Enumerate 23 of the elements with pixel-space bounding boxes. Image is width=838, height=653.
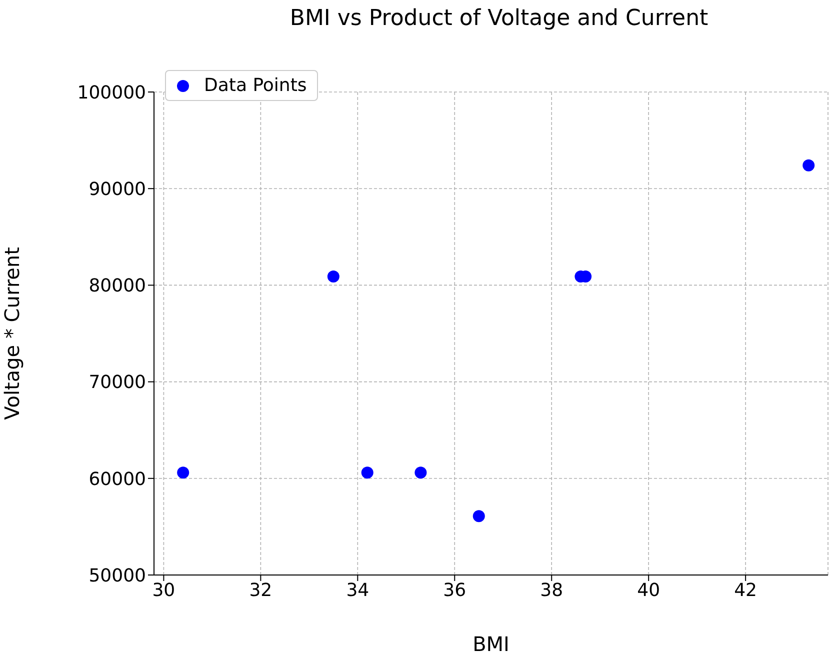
x-tick-label: 42 <box>734 580 758 601</box>
y-tick-label: 90000 <box>88 178 146 200</box>
y-tick-label: 80000 <box>88 276 146 297</box>
point <box>177 466 190 479</box>
x-axis-title: BMI <box>472 632 510 653</box>
x-tick-label: 36 <box>443 580 466 601</box>
legend-label: Data Points <box>204 75 307 96</box>
x-tick-label: 32 <box>249 580 272 601</box>
y-tick-label: 50000 <box>88 565 146 586</box>
point <box>802 159 815 172</box>
point <box>414 466 427 479</box>
point <box>472 510 485 522</box>
chart-title: BMI vs Product of Voltage and Current <box>288 6 710 31</box>
x-tick-label: 40 <box>637 580 660 601</box>
y-tick-label: 60000 <box>88 468 146 490</box>
y-axis-title: Voltage * Current <box>0 246 24 420</box>
x-tick-label: 34 <box>346 580 370 601</box>
point <box>327 270 340 283</box>
point <box>361 466 374 479</box>
y-tick-label: 70000 <box>88 372 146 394</box>
x-tick-label: 38 <box>540 580 564 601</box>
x-tick-label: 30 <box>152 580 176 601</box>
y-tick-label: 100000 <box>77 82 146 104</box>
